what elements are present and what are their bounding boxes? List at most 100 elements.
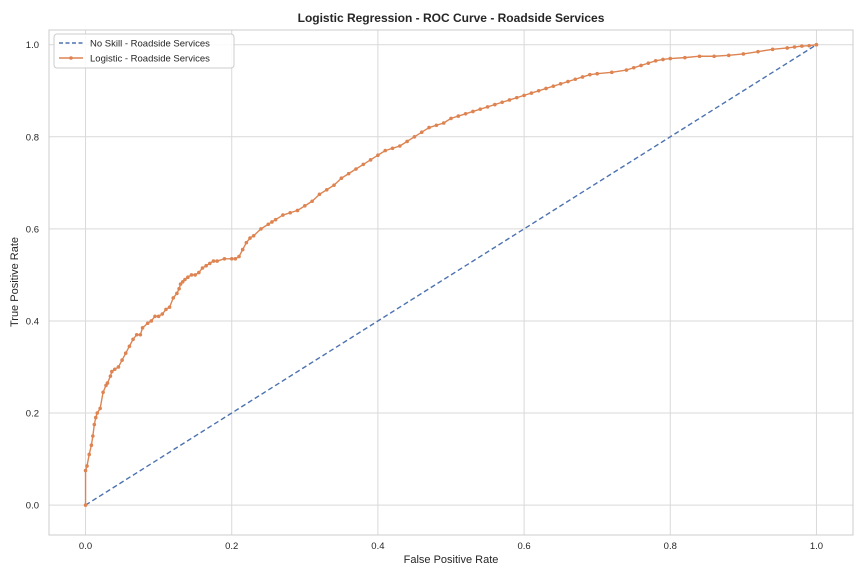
series-point bbox=[248, 236, 252, 240]
series-point bbox=[112, 367, 117, 372]
series-point bbox=[412, 135, 417, 139]
series-point bbox=[156, 314, 161, 319]
series-point bbox=[140, 326, 145, 330]
series-point bbox=[303, 204, 307, 208]
series-point bbox=[193, 273, 197, 277]
series-point bbox=[726, 53, 731, 58]
series-point bbox=[661, 57, 665, 62]
series-point bbox=[522, 93, 526, 98]
series-point bbox=[324, 187, 329, 192]
series-point bbox=[295, 208, 300, 213]
series-point bbox=[177, 286, 181, 291]
series-point bbox=[536, 88, 541, 93]
series-point bbox=[427, 125, 431, 130]
series-point bbox=[456, 114, 461, 118]
series-point bbox=[697, 54, 702, 59]
series-point bbox=[631, 65, 636, 70]
y-tick-label: 0.4 bbox=[26, 316, 39, 327]
series-point bbox=[105, 381, 110, 385]
legend: No Skill - Roadside Services Logistic - … bbox=[53, 33, 235, 69]
series-point bbox=[240, 247, 245, 252]
y-axis-label: True Positive Rate bbox=[9, 237, 21, 327]
series-point bbox=[83, 468, 88, 473]
plot-frame bbox=[48, 29, 854, 536]
x-tick-label: 0.6 bbox=[517, 541, 530, 552]
series-point bbox=[259, 227, 263, 231]
series-point bbox=[229, 256, 234, 261]
series-point bbox=[145, 321, 150, 326]
series-point bbox=[485, 105, 490, 109]
series-point bbox=[639, 63, 643, 68]
series-point bbox=[215, 259, 219, 263]
series-point bbox=[361, 162, 366, 167]
series-point bbox=[580, 75, 585, 79]
series-point bbox=[595, 71, 599, 76]
series-point bbox=[270, 220, 274, 224]
series-point bbox=[544, 86, 548, 91]
legend-label-no-skill: No Skill - Roadside Services bbox=[90, 39, 210, 50]
series-point bbox=[376, 153, 380, 158]
series-point bbox=[507, 98, 512, 102]
y-tick-label: 0.0 bbox=[26, 501, 39, 512]
series-point bbox=[189, 273, 194, 277]
series-point bbox=[211, 259, 216, 263]
series-point bbox=[85, 464, 89, 468]
y-tick-label: 0.8 bbox=[26, 132, 39, 143]
series-point bbox=[463, 111, 468, 116]
series-point bbox=[478, 107, 483, 111]
legend-label-logistic: Logistic - Roadside Services bbox=[90, 54, 210, 65]
series-point bbox=[149, 319, 154, 323]
series-point bbox=[281, 213, 285, 217]
series-point bbox=[588, 72, 592, 77]
x-tick-label: 0.8 bbox=[664, 541, 677, 552]
series-point bbox=[153, 314, 157, 319]
series-point bbox=[551, 84, 556, 88]
series-point bbox=[164, 307, 168, 312]
series-point bbox=[288, 210, 293, 215]
series-point bbox=[175, 291, 179, 296]
series-point bbox=[573, 77, 578, 82]
series-point bbox=[273, 217, 278, 222]
series-point bbox=[756, 49, 760, 54]
series-point bbox=[646, 61, 651, 65]
series-point bbox=[332, 183, 336, 187]
x-tick-label: 0.2 bbox=[225, 541, 238, 552]
series-point bbox=[116, 365, 121, 369]
x-axis-label: False Positive Rate bbox=[404, 554, 499, 566]
series-point bbox=[419, 130, 424, 134]
series-point bbox=[668, 56, 673, 61]
series-point bbox=[493, 102, 497, 107]
series-point bbox=[89, 443, 94, 448]
series-point bbox=[266, 222, 271, 227]
series-point bbox=[237, 254, 241, 259]
series-point bbox=[792, 45, 797, 49]
x-tick-label: 0.0 bbox=[79, 541, 92, 552]
series-point bbox=[160, 312, 165, 316]
series-point bbox=[98, 406, 102, 411]
series-point bbox=[441, 121, 446, 125]
series-point bbox=[471, 109, 475, 114]
series-point bbox=[186, 275, 190, 280]
series-point bbox=[770, 47, 775, 52]
series-point bbox=[131, 337, 135, 342]
series-point bbox=[558, 82, 563, 86]
series-point bbox=[800, 44, 804, 48]
series-point bbox=[92, 422, 97, 427]
series-point bbox=[405, 139, 409, 144]
series-point bbox=[339, 176, 344, 181]
series-point bbox=[120, 358, 124, 362]
x-tick-label: 1.0 bbox=[810, 541, 823, 552]
series-point bbox=[134, 332, 139, 337]
series-point bbox=[346, 171, 351, 176]
series-point bbox=[683, 55, 687, 60]
series-point bbox=[244, 240, 249, 245]
series-point bbox=[449, 116, 453, 121]
series-point bbox=[653, 59, 658, 63]
series-point bbox=[354, 167, 358, 171]
series-point bbox=[123, 351, 128, 355]
series-point bbox=[204, 263, 208, 268]
series-point bbox=[624, 68, 629, 72]
